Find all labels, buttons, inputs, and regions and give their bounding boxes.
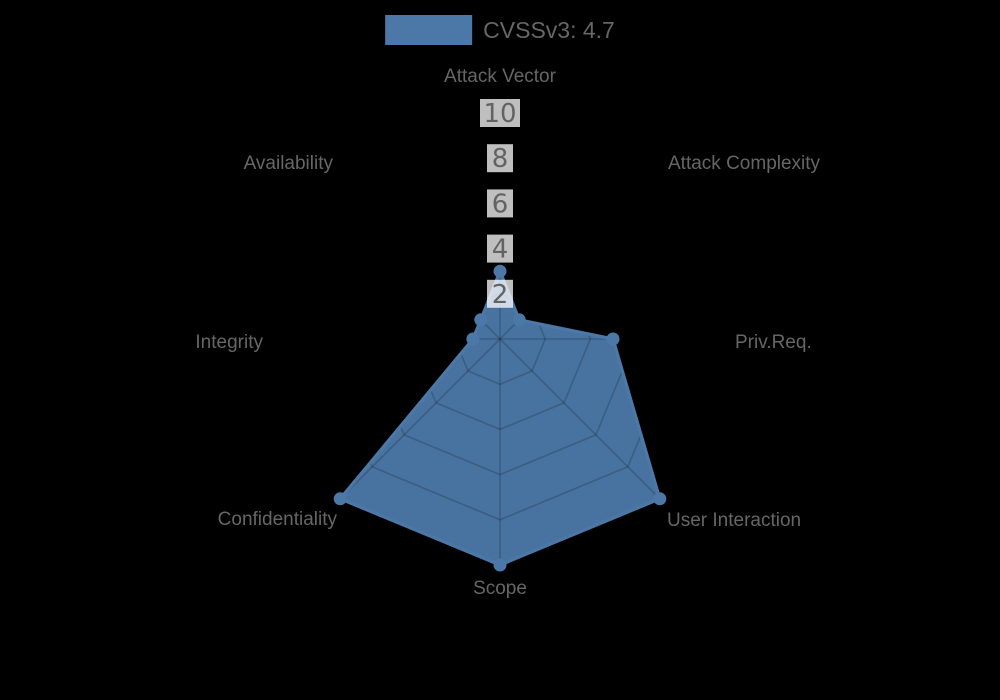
axis-label-user-interaction: User Interaction [667,510,801,531]
grid-spoke-5 [339,338,501,500]
vertex-dot-priv-req-[interactable] [606,332,620,346]
vertex-dot-integrity[interactable] [466,332,480,346]
grid-ring-8 [318,157,682,521]
tick-backdrop-4 [487,234,513,263]
axis-label-scope: Scope [473,578,527,599]
axis-label-availability: Availability [244,153,334,174]
tick-label-4: 4 [492,235,509,265]
grid-ring-6 [363,202,637,476]
axis-label-priv-req-: Priv.Req. [735,332,812,353]
tick-backdrop-10 [480,99,520,127]
tick-label-6: 6 [492,189,509,219]
tick-label-8: 8 [492,144,509,174]
tick-backdrop-8 [487,144,513,173]
tick-backdrop-2 [487,279,513,308]
grid-spoke-7 [339,178,501,340]
vertex-dot-attack-complexity[interactable] [512,313,526,327]
legend-item-cvssv3[interactable]: CVSSv3: 4.7 [385,15,615,45]
axis-label-confidentiality: Confidentiality [218,509,338,530]
vertex-dot-attack-vector[interactable] [493,264,507,278]
vertex-dot-availability[interactable] [474,313,488,327]
vertex-dot-scope[interactable] [493,558,507,572]
tick-backdrop-6 [487,189,513,218]
axis-label-attack-complexity: Attack Complexity [668,153,821,174]
legend-swatch [385,15,473,45]
vertex-dot-confidentiality[interactable] [333,492,347,506]
legend-label: CVSSv3: 4.7 [483,17,615,43]
axis-label-attack-vector: Attack Vector [444,66,557,87]
grid-spoke-1 [499,178,661,340]
grid-ring-2 [453,292,547,386]
vertex-dot-user-interaction[interactable] [653,492,667,506]
tick-label-2: 2 [492,280,509,310]
grid-ring-4 [408,247,592,431]
axis-label-integrity: Integrity [195,332,263,353]
grid-spoke-3 [499,338,661,500]
tick-label-10: 10 [483,99,516,129]
radar-fill-polygon [340,271,660,565]
